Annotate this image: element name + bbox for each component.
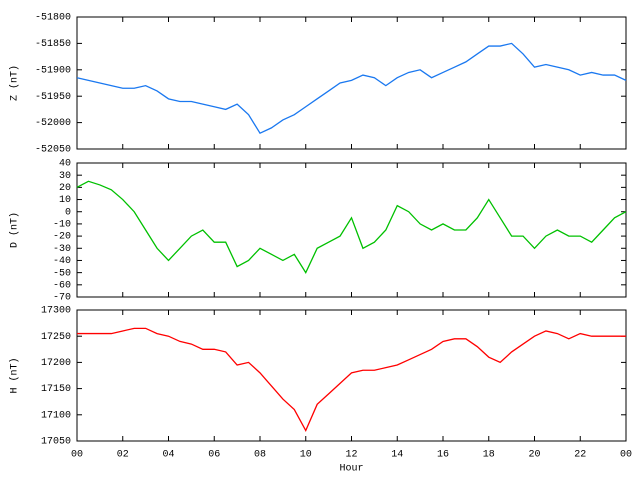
plot-frame: [76, 309, 627, 442]
y-tick-label: 17100: [41, 410, 71, 421]
y-axis-label: Z (nT): [9, 65, 21, 101]
x-tick-label: 00: [620, 450, 632, 461]
x-tick-label: 00: [71, 450, 83, 461]
y-tick-label: 17300: [41, 306, 71, 317]
y-tick-label: 17050: [41, 437, 71, 448]
y-tick-label: -70: [53, 293, 71, 304]
x-tick-label: 10: [300, 450, 312, 461]
y-tick-label: -51800: [35, 13, 71, 24]
x-tick-label: 12: [345, 450, 357, 461]
y-tick-label: -50: [53, 268, 71, 279]
data-line: [76, 180, 627, 274]
x-tick-label: 16: [437, 450, 449, 461]
y-tick-label: 30: [59, 171, 71, 182]
x-tick-label: 18: [483, 450, 495, 461]
y-tick-label: -51850: [35, 39, 71, 50]
y-tick-label: -30: [53, 244, 71, 255]
data-line: [76, 42, 627, 134]
x-tick-label: 14: [391, 450, 403, 461]
x-tick-label: 08: [254, 450, 266, 461]
y-tick-label: 0: [65, 207, 71, 218]
x-tick-label: 04: [162, 450, 174, 461]
x-tick-label: 02: [117, 450, 129, 461]
x-tick-label: 06: [208, 450, 220, 461]
y-tick-label: 10: [59, 195, 71, 206]
y-tick-label: -40: [53, 256, 71, 267]
x-tick-label: 22: [574, 450, 586, 461]
x-tick-label: 20: [528, 450, 540, 461]
y-tick-label: -52050: [35, 145, 71, 156]
plot-frame: [76, 162, 627, 298]
y-tick-label: -51950: [35, 92, 71, 103]
data-line: [77, 327, 626, 432]
y-tick-label: 17250: [41, 332, 71, 343]
y-axis-label: D (nT): [9, 212, 21, 248]
y-tick-label: -10: [53, 220, 71, 231]
y-axis-label: H (nT): [9, 357, 21, 393]
x-axis-label: Hour: [339, 464, 363, 475]
y-tick-label: -52000: [35, 118, 71, 129]
y-tick-label: 17200: [41, 358, 71, 369]
y-tick-label: 17150: [41, 384, 71, 395]
y-tick-label: -51900: [35, 65, 71, 76]
y-tick-label: 40: [59, 159, 71, 170]
y-tick-label: 20: [59, 183, 71, 194]
y-tick-label: -60: [53, 280, 71, 291]
plot-frame: [76, 16, 627, 150]
y-tick-label: -20: [53, 232, 71, 243]
